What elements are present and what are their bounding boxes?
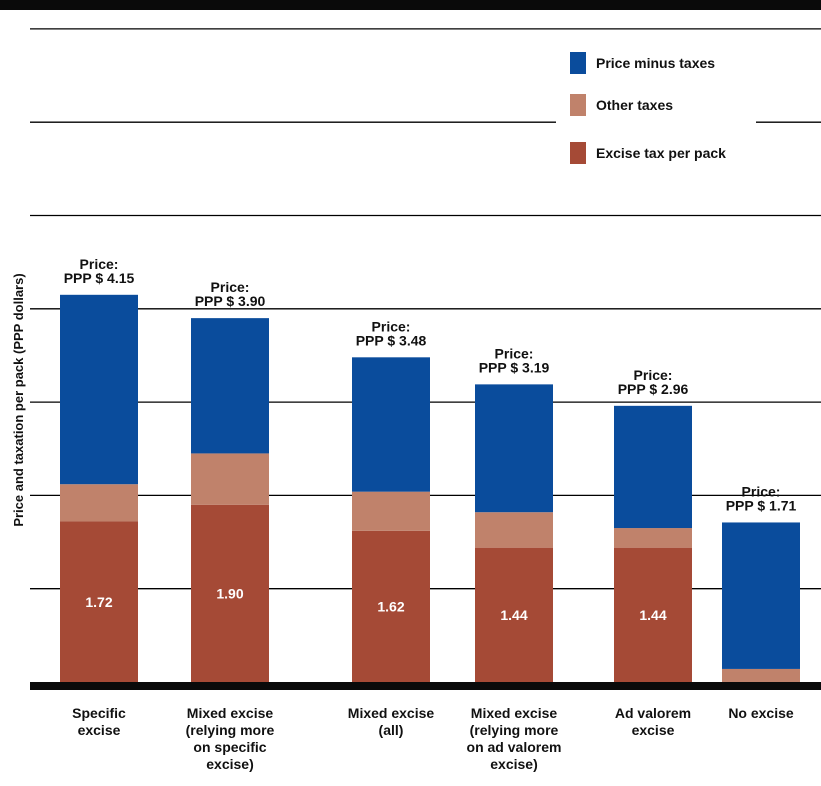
legend-swatch: [570, 142, 586, 164]
bar-segment-price-minus-taxes: [191, 318, 269, 453]
data-label: 1.72: [85, 594, 112, 610]
x-axis-baseline: [30, 682, 821, 690]
top-border: [0, 0, 821, 10]
bar-segment-price-minus-taxes: [722, 522, 800, 668]
bar-segment-other-taxes: [614, 528, 692, 548]
bar-segment-price-minus-taxes: [60, 295, 138, 484]
bar-segment-other-taxes: [722, 669, 800, 682]
price-label: Price: PPP $ 3.19: [479, 345, 550, 375]
price-label: Price: PPP $ 1.71: [726, 483, 797, 513]
bar-segment-price-minus-taxes: [352, 357, 430, 491]
legend-label: Excise tax per pack: [596, 145, 726, 161]
category-label: Mixed excise (all): [348, 705, 435, 738]
legend: Price minus taxes Other taxes Excise tax p…: [556, 40, 756, 180]
data-label: 1.90: [216, 585, 243, 601]
legend-swatch: [570, 52, 586, 74]
bar-segment-other-taxes: [191, 453, 269, 504]
price-label: Price: PPP $ 3.48: [356, 318, 427, 348]
category-labels: Specific excise Mixed excise (relying more o…: [72, 705, 794, 772]
category-label: Ad valorem excise: [615, 705, 691, 738]
category-label: Mixed excise (relying more on specific exci…: [186, 705, 275, 772]
data-label: 1.44: [639, 607, 666, 623]
price-label: Price: PPP $ 2.96: [618, 367, 689, 397]
bar-segment-other-taxes: [352, 492, 430, 531]
legend-label: Price minus taxes: [596, 55, 715, 71]
bar-segment-other-taxes: [475, 512, 553, 547]
category-label: Mixed excise (relying more on ad valorem ex…: [467, 705, 562, 772]
bar-segment-price-minus-taxes: [614, 406, 692, 528]
bars: 1.72 1.90 1.62 1.44 1.44: [60, 295, 800, 682]
bar-segment-price-minus-taxes: [475, 384, 553, 512]
category-label: Specific excise: [72, 705, 126, 738]
category-label: No excise: [728, 705, 794, 721]
legend-label: Other taxes: [596, 97, 673, 113]
data-label: 1.62: [377, 598, 404, 614]
bar-segment-other-taxes: [60, 484, 138, 521]
price-label: Price: PPP $ 4.15: [64, 256, 135, 286]
legend-swatch: [570, 94, 586, 116]
price-label: Price: PPP $ 3.90: [195, 279, 266, 309]
y-axis-label: Price and taxation per pack (PPP dollars…: [11, 273, 26, 526]
data-label: 1.44: [500, 607, 527, 623]
